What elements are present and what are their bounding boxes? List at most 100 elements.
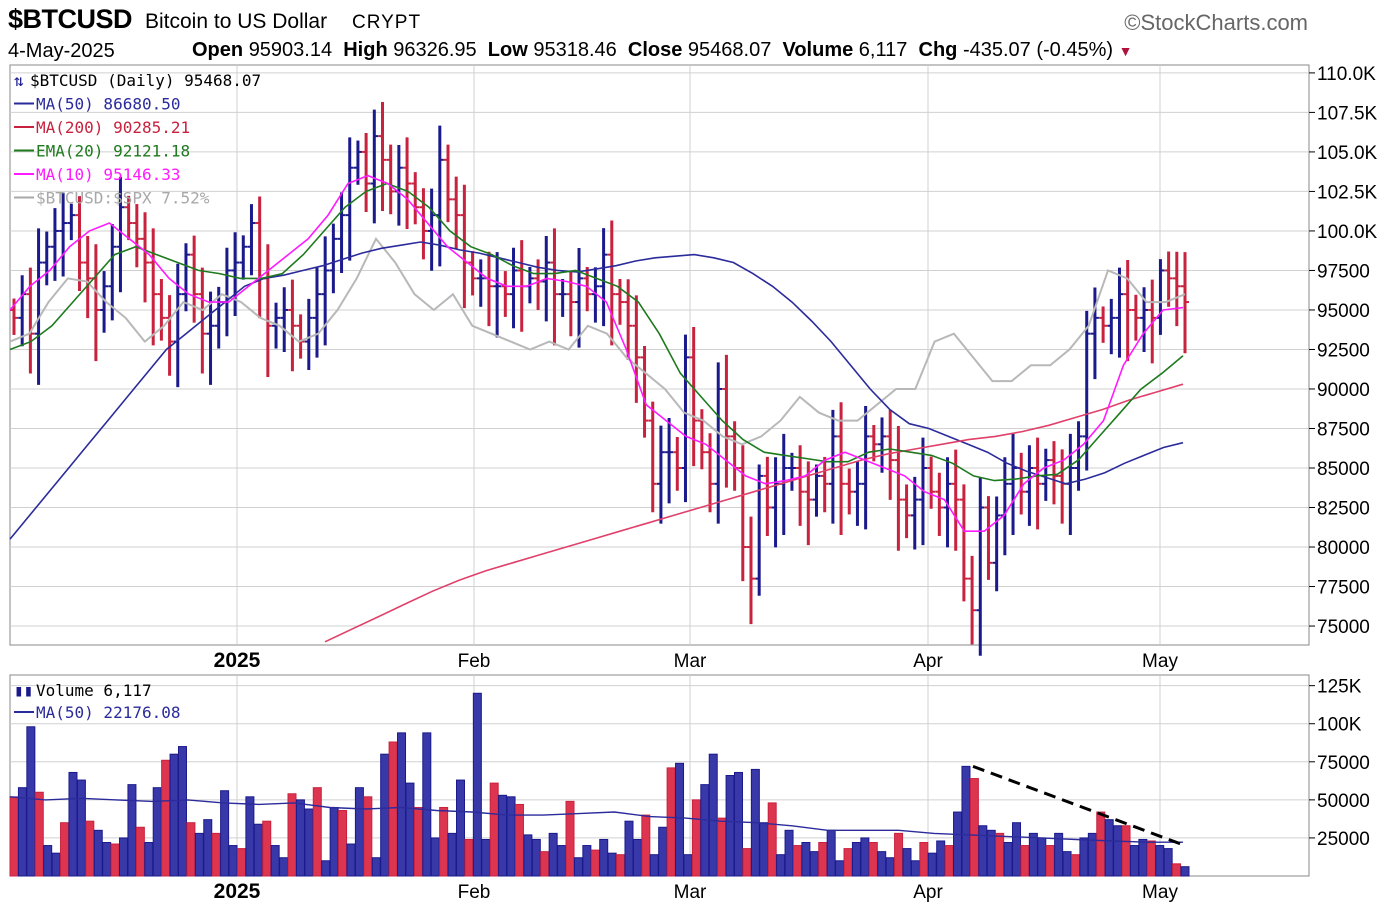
- volume-bar: [405, 782, 415, 877]
- volume-bar: [776, 854, 786, 877]
- exchange-label: CRYPT: [352, 12, 422, 33]
- volume-bar: [531, 838, 541, 877]
- volume-bar: [717, 817, 727, 877]
- volume-bar: [186, 822, 196, 877]
- close-label: Close: [627, 39, 683, 61]
- volume-bar: [851, 842, 861, 877]
- volume-bar: [725, 775, 735, 877]
- ema20-line: [9, 182, 1184, 482]
- y-tick-label: 102.5K: [1317, 182, 1378, 203]
- volume-bar: [119, 837, 129, 877]
- volume-bar: [961, 765, 971, 877]
- volume-bar: [801, 842, 811, 877]
- volume-bar: [9, 796, 19, 877]
- volume-bar: [885, 857, 895, 877]
- volume-bar: [388, 741, 398, 877]
- volume-bar: [287, 793, 297, 877]
- candlestick-icon: ⇅: [14, 71, 24, 90]
- chart-header: $BTCUSD Bitcoin to US Dollar CRYPT ©Stoc…: [0, 0, 1400, 66]
- volume-bar: [986, 829, 996, 877]
- volume-bar: [1121, 825, 1131, 877]
- volume-bar: [616, 854, 626, 877]
- volume-bar: [346, 843, 356, 877]
- ma200-line: [324, 383, 1184, 643]
- volume-bar: [835, 860, 845, 877]
- volume-bar: [666, 767, 676, 877]
- volume-bar: [312, 787, 322, 877]
- symbol[interactable]: $BTCUSD: [8, 4, 133, 34]
- volume-bar: [102, 842, 112, 877]
- volume-bar: [245, 796, 255, 877]
- volume-bar: [1045, 845, 1055, 877]
- volume-bar: [944, 845, 954, 877]
- high-label: High: [343, 39, 388, 61]
- y-tick-label: 82500: [1317, 499, 1370, 520]
- volume-bar: [1003, 842, 1013, 877]
- volume-bar: [599, 838, 609, 877]
- volume-bar: [262, 820, 272, 877]
- volume-bar: [380, 753, 390, 877]
- legend-entry: Volume 6,117: [36, 681, 152, 700]
- x-tick-label: Mar: [674, 882, 707, 903]
- ma50-line: [9, 241, 1184, 540]
- volume-ma50-line: [9, 796, 1183, 843]
- brand-logo[interactable]: ©StockCharts.com: [1124, 10, 1308, 35]
- x-tick-label: 2025: [214, 880, 261, 903]
- volume-bar: [1096, 811, 1106, 877]
- volume-bar: [649, 854, 659, 877]
- volume-bar: [1155, 845, 1165, 877]
- price-panel: [9, 64, 1310, 646]
- volume-bar: [708, 753, 718, 877]
- y-tick-label: 50000: [1317, 791, 1370, 812]
- volume-bar: [565, 800, 575, 877]
- volume-bar: [304, 808, 314, 877]
- volume-bar: [161, 759, 171, 877]
- ratio-line: [9, 236, 1186, 446]
- volume-bar: [734, 771, 744, 877]
- volume-bar: [590, 849, 600, 877]
- volume-bar: [573, 857, 583, 877]
- volume-bar: [910, 860, 920, 877]
- volume-bar: [329, 806, 339, 877]
- price-legend: ⇅ $BTCUSD (Daily) 95468.07 MA(50) 86680.50…: [14, 71, 261, 208]
- volume-bar: [624, 820, 634, 877]
- volume-bar: [43, 845, 53, 877]
- volume-bar: [68, 771, 78, 877]
- y-tick-label: 105.0K: [1317, 143, 1378, 164]
- volume-bar: [144, 842, 154, 877]
- chg-label: Chg: [918, 39, 958, 61]
- volume-bar: [51, 852, 61, 877]
- volume-bar: [422, 732, 432, 877]
- volume-bar: [34, 791, 44, 877]
- volume-bar: [127, 784, 137, 877]
- x-tick-label: May: [1142, 882, 1178, 903]
- volume-bar: [135, 826, 145, 877]
- volume-bars-icon: ▮▮: [14, 681, 33, 700]
- volume-bar: [110, 843, 120, 877]
- volume-bar: [338, 810, 348, 877]
- down-triangle-icon: ▼: [1118, 43, 1133, 59]
- volume-bar: [413, 806, 423, 877]
- volume-bar: [607, 852, 617, 877]
- volume-bar: [523, 834, 533, 877]
- volume-bar: [1070, 854, 1080, 877]
- legend-entry: $BTCUSD:$SPX 7.52%: [36, 189, 210, 208]
- volume-bar: [826, 829, 836, 877]
- volume-bar: [691, 799, 701, 877]
- volume-bar: [860, 837, 870, 877]
- volume-bar: [489, 782, 499, 877]
- y-tick-label: 80000: [1317, 538, 1370, 559]
- volume-bar: [978, 825, 988, 877]
- close-value: 95468.07: [687, 39, 772, 61]
- open-label: Open: [192, 39, 244, 61]
- x-tick-label: Apr: [913, 882, 943, 903]
- volume-bar: [582, 845, 592, 877]
- volume-bar: [1180, 866, 1190, 877]
- volume-bar: [371, 857, 381, 877]
- legend-entry: MA(200) 90285.21: [36, 118, 190, 137]
- volume-bar: [211, 832, 221, 877]
- volume-bar: [60, 822, 70, 877]
- volume-bar: [270, 845, 280, 877]
- volume-bar: [1054, 832, 1064, 877]
